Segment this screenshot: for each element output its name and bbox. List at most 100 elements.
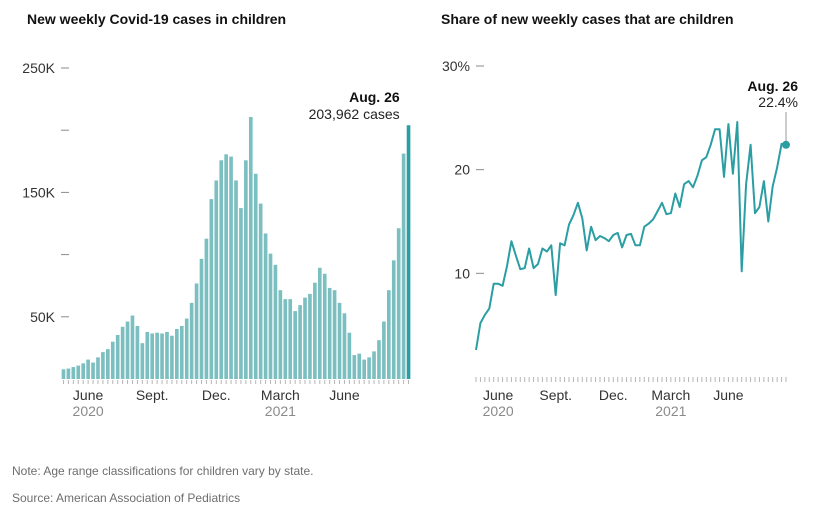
bar	[362, 359, 366, 379]
bar	[170, 335, 174, 379]
bar	[322, 273, 327, 379]
y-tick-label-cases: 250K	[22, 60, 55, 76]
bar	[66, 368, 71, 379]
bar	[244, 160, 248, 379]
x-tick-year-cases: 2021	[265, 403, 296, 419]
bar	[263, 233, 268, 379]
bar	[293, 311, 297, 379]
bar	[150, 333, 155, 379]
bar	[214, 180, 219, 379]
bar	[352, 355, 357, 379]
bar	[317, 267, 322, 379]
bar	[342, 313, 347, 379]
bar	[224, 154, 228, 379]
bar	[239, 208, 243, 379]
annotation-label-share: Aug. 26	[747, 78, 798, 94]
bar	[204, 238, 209, 379]
bar	[288, 299, 293, 379]
x-tick-label-cases: Sept.	[136, 387, 169, 403]
x-tick-label-share: Sept.	[539, 387, 572, 403]
annotation-value-share: 22.4%	[758, 94, 798, 110]
bar-highlight	[406, 125, 411, 379]
bar	[101, 352, 105, 379]
bar	[130, 315, 135, 379]
bar	[165, 331, 169, 379]
x-tick-year-share: 2020	[483, 403, 514, 419]
series-line-share	[475, 121, 787, 351]
bar	[135, 326, 140, 379]
bar	[253, 173, 258, 379]
bar	[248, 117, 253, 379]
bar	[219, 160, 224, 379]
bar	[283, 299, 288, 379]
bar	[273, 264, 278, 379]
x-tick-year-share: 2021	[655, 403, 686, 419]
annotation-label-cases: Aug. 26	[349, 89, 400, 105]
x-tick-label-share: Dec.	[599, 387, 628, 403]
source-note: Source: American Association of Pediatri…	[12, 491, 241, 505]
x-tick-label-cases: Dec.	[202, 387, 231, 403]
x-tick-label-share: March	[651, 387, 690, 403]
annotation-value-cases: 203,962 cases	[309, 106, 400, 122]
x-tick-year-cases: 2020	[73, 403, 104, 419]
bar	[140, 343, 145, 379]
bar	[96, 357, 100, 379]
bar	[91, 362, 95, 379]
bar	[145, 331, 150, 379]
bar	[382, 321, 386, 379]
bar	[86, 359, 90, 379]
bar	[391, 260, 396, 379]
x-tick-label-cases: June	[73, 387, 104, 403]
bar	[367, 357, 371, 379]
bar	[377, 340, 381, 379]
bar	[184, 318, 189, 379]
x-tick-label-cases: June	[329, 387, 360, 403]
bar	[234, 180, 238, 379]
y-tick-label-share: 30%	[442, 58, 470, 74]
bar	[160, 333, 164, 379]
footnote: Note: Age range classifications for chil…	[12, 464, 314, 478]
bar	[125, 321, 130, 379]
bar	[347, 332, 352, 379]
bar	[337, 302, 342, 379]
bar	[401, 153, 406, 379]
x-tick-label-share: June	[713, 387, 744, 403]
y-tick-label-cases: 50K	[30, 309, 56, 325]
bar	[189, 302, 194, 379]
bar	[175, 328, 179, 379]
bar	[76, 365, 81, 379]
bar	[106, 349, 110, 379]
bar	[199, 258, 204, 379]
bar	[298, 305, 302, 379]
bar	[372, 351, 376, 379]
bar	[268, 253, 273, 379]
bar	[155, 332, 159, 379]
bar	[61, 369, 66, 379]
bar	[110, 341, 115, 379]
y-tick-label-cases: 150K	[22, 184, 55, 200]
bar	[396, 228, 401, 379]
bar	[303, 297, 307, 379]
bar	[81, 363, 86, 379]
bar	[71, 367, 76, 379]
bar	[120, 326, 125, 379]
chart-title-share: Share of new weekly cases that are child…	[441, 11, 734, 27]
y-tick-label-share: 20	[454, 162, 470, 178]
x-tick-label-cases: March	[261, 387, 300, 403]
bar	[278, 290, 283, 379]
bar	[115, 334, 120, 379]
bar	[209, 199, 214, 379]
bar	[229, 156, 233, 379]
bar	[258, 203, 263, 379]
chart-title-cases: New weekly Covid-19 cases in children	[27, 11, 287, 27]
bar	[386, 290, 391, 379]
x-tick-label-share: June	[483, 387, 514, 403]
bar	[357, 353, 362, 379]
y-tick-label-share: 10	[454, 265, 470, 281]
bar	[313, 282, 317, 379]
bar	[194, 283, 199, 379]
annotation-marker-share	[782, 140, 790, 149]
bar	[332, 290, 337, 379]
bar	[327, 287, 332, 379]
